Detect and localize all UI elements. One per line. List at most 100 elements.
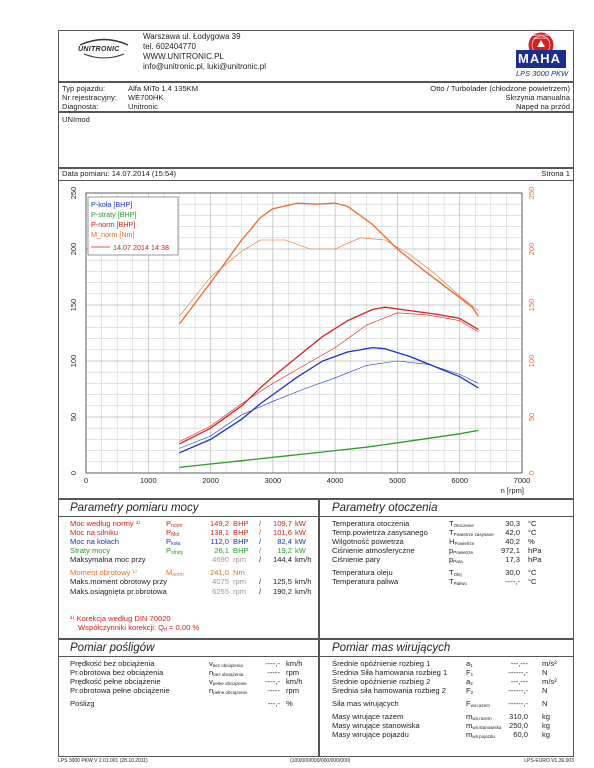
vehicle-info-box bbox=[58, 82, 574, 112]
mass-row-symbol: a1 bbox=[466, 660, 473, 669]
slip-row-value: ----,- bbox=[265, 677, 280, 686]
power-row-unit2: km/h bbox=[295, 587, 312, 596]
power-row-value1: 138,1 bbox=[209, 528, 229, 537]
notes-box bbox=[58, 112, 574, 168]
power-row-symbol: Pnorm bbox=[166, 520, 182, 529]
power-row-sep: / bbox=[259, 577, 262, 586]
correction-factor: Współczynniki korekcji: Qd = 0,00 % bbox=[78, 624, 199, 633]
y-tick-label-right: 200 bbox=[527, 243, 536, 256]
mass-row-value: ------,- bbox=[508, 686, 528, 695]
y-tick-label-right: 50 bbox=[527, 413, 536, 421]
power-row-value2: 109,7 bbox=[272, 519, 292, 528]
series-line-6 bbox=[179, 237, 479, 317]
y-tick-label-right: 100 bbox=[527, 355, 536, 368]
power-row-symbol: PMot bbox=[166, 529, 179, 538]
environment-row-symbol-main: T bbox=[449, 519, 454, 528]
series-line-2 bbox=[179, 306, 479, 445]
vehicle-reg-value: WE700HK bbox=[128, 93, 164, 102]
power-row-unit1: BHP bbox=[233, 546, 249, 555]
environment-row-symbol: HPowietrze bbox=[449, 538, 474, 547]
environment-row-label: Ciśnienie pary bbox=[332, 555, 381, 564]
mass-row-unit: kg bbox=[542, 721, 551, 730]
power-row-value1: 4075 bbox=[212, 577, 229, 586]
power-row-value1: 4690 bbox=[212, 555, 229, 564]
footer-code: (100/000/000/000/000/000) bbox=[290, 758, 351, 764]
mass-row-label: Masy wirujące pojazdu bbox=[332, 730, 409, 739]
mass-row-unit: kg bbox=[542, 730, 551, 739]
mass-row-symbol-sub: 2 bbox=[470, 681, 473, 686]
maha-logo-graphic bbox=[516, 32, 566, 68]
power-row-value1: 26,1 bbox=[214, 546, 229, 555]
slip-row-unit: rpm bbox=[286, 668, 300, 677]
environment-row-label: Temperatura otoczenia bbox=[332, 519, 410, 528]
slip-row-unit: km/h bbox=[286, 677, 303, 686]
environment-row-label: Ciśnienie atmosferyczne bbox=[332, 546, 415, 555]
power-row-label: Maks.osiągnięta pr.obrotowa bbox=[70, 587, 167, 596]
power-row-value1: 6255 bbox=[212, 587, 229, 596]
environment-row-symbol-main: T bbox=[449, 528, 454, 537]
slip-row-symbol-main: n bbox=[209, 686, 214, 695]
address-line-3: WWW.UNITRONIC.PL bbox=[143, 52, 224, 61]
slip-row-value: ----,- bbox=[265, 659, 280, 668]
power-row-symbol: Mnorm bbox=[166, 569, 184, 578]
measurement-date: Data pomiaru: 14.07.2014 (15:54) bbox=[62, 169, 176, 178]
mass-row-symbol-main: F bbox=[466, 699, 471, 708]
mass-row-symbol-sub: wir.razem bbox=[472, 716, 492, 721]
environment-row-unit: °C bbox=[528, 577, 537, 586]
vehicle-reg-label: Nr rejestracyjny: bbox=[62, 93, 117, 102]
maha-logo: Maschinenbau Haldenwang MAHA LPS 3000 PK… bbox=[508, 31, 570, 79]
power-row-symbol-main: P bbox=[166, 546, 172, 555]
unitronic-logo-text: UNITRONIC bbox=[78, 46, 120, 53]
diagnostician-value: Unitronic bbox=[128, 102, 158, 111]
drive-type: Napęd na przód bbox=[515, 102, 570, 111]
mass-row-symbol-sub: wir.pojazdu bbox=[472, 734, 495, 739]
environment-row-label: Temp.powietrza zasysanego bbox=[332, 528, 428, 537]
environment-row-value: 42,0 bbox=[505, 528, 520, 537]
power-row-symbol-sub: norm bbox=[171, 523, 183, 529]
environment-row-symbol-main: p bbox=[449, 546, 454, 555]
power-row-unit1: Nm bbox=[233, 568, 245, 577]
y-tick-label-left: 0 bbox=[69, 471, 78, 475]
environment-row-symbol-main: T bbox=[449, 577, 454, 586]
environment-row-symbol: TPaliwo bbox=[449, 578, 467, 587]
x-tick-label: 1000 bbox=[140, 476, 157, 485]
x-tick-label: 3000 bbox=[265, 476, 282, 485]
power-params-title: Parametry pomiaru mocy bbox=[70, 502, 199, 514]
power-params-box bbox=[58, 499, 319, 639]
power-row-sep: / bbox=[259, 546, 262, 555]
mass-row-symbol-main: a bbox=[466, 659, 471, 668]
environment-row-symbol: TOtoczenie bbox=[449, 520, 474, 529]
mass-row-symbol-sub: 1 bbox=[470, 663, 473, 668]
slip-row-symbol-sub: bez obciążenia bbox=[212, 663, 243, 668]
y-tick-label-left: 50 bbox=[69, 413, 78, 421]
environment-row-symbol-sub: Para bbox=[453, 559, 463, 564]
power-row-sep: / bbox=[259, 537, 262, 546]
environment-row-symbol-sub: Otoczenie bbox=[453, 523, 474, 528]
power-row-sep: / bbox=[259, 519, 262, 528]
y-tick-label-right: 150 bbox=[527, 299, 536, 312]
slip-row-symbol-sub: pełne obciążenie bbox=[213, 690, 248, 695]
environment-row-value: 30,3 bbox=[505, 519, 520, 528]
slip-row-value: ---,- bbox=[267, 699, 280, 708]
power-row-value2: 101,6 bbox=[272, 528, 292, 537]
slip-row-value: ----- bbox=[267, 686, 280, 695]
power-row-label: Moc według normy ¹⁾ bbox=[70, 519, 141, 528]
y-tick-label-left: 250 bbox=[69, 187, 78, 200]
environment-row-label: Wilgotność powietrza bbox=[332, 537, 404, 546]
power-row-symbol-main: P bbox=[166, 519, 172, 528]
environment-row-unit: hPa bbox=[528, 546, 542, 555]
environment-row-unit: hPa bbox=[528, 555, 542, 564]
environment-row-unit: °C bbox=[528, 519, 537, 528]
address-line-2: tel. 602404770 bbox=[143, 42, 196, 51]
power-row-label: Maks.moment obrotowy przy bbox=[70, 577, 168, 586]
legend-entry: P-koła [BHP] bbox=[91, 200, 132, 209]
x-tick-label: 4000 bbox=[327, 476, 344, 485]
environment-row-symbol-sub: Powietrze zasysane bbox=[453, 532, 494, 537]
legend-date-entry: 14.07.2014 14:38 bbox=[113, 243, 169, 252]
power-row-unit2: km/h bbox=[295, 555, 312, 564]
power-row-unit2: km/h bbox=[295, 577, 312, 586]
environment-row-value: 972,1 bbox=[500, 546, 520, 555]
environment-row-symbol: TOlej bbox=[449, 569, 462, 578]
environment-row-label: Temperatura oleju bbox=[332, 568, 393, 577]
